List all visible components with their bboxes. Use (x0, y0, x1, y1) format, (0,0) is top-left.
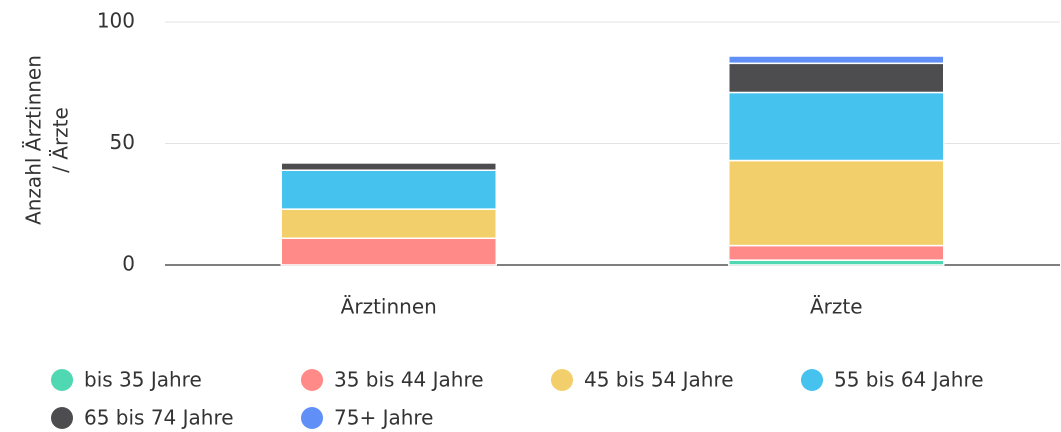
y-tick-label: 100 (97, 9, 135, 33)
legend-swatch (551, 369, 573, 391)
bar-segment (280, 208, 497, 240)
bar-segment (728, 244, 945, 261)
y-axis-label: Anzahl Ärztinnen (22, 55, 46, 225)
legend-label: 45 bis 54 Jahre (584, 368, 734, 392)
bar-segment (280, 237, 497, 266)
legend-swatch (301, 407, 323, 429)
y-tick-label: 50 (110, 130, 135, 154)
legend-swatch (51, 407, 73, 429)
bar-segment (728, 62, 945, 94)
bar-segment (728, 159, 945, 247)
x-tick-label: Ärztinnen (341, 295, 437, 319)
y-axis-label: / Ärzte (49, 107, 73, 173)
legend-label: bis 35 Jahre (84, 368, 202, 392)
legend-swatch (301, 369, 323, 391)
bar-segment (728, 55, 945, 65)
legend-swatch (801, 369, 823, 391)
x-tick-label: Ärzte (810, 295, 863, 319)
legend-label: 35 bis 44 Jahre (334, 368, 484, 392)
y-tick-label: 0 (122, 252, 135, 276)
bar-segment (280, 162, 497, 171)
legend-label: 65 bis 74 Jahre (84, 406, 234, 430)
bar-segment (280, 169, 497, 210)
legend-label: 75+ Jahre (334, 406, 433, 430)
bar-segment (728, 91, 945, 162)
legend-swatch (51, 369, 73, 391)
legend-label: 55 bis 64 Jahre (834, 368, 984, 392)
